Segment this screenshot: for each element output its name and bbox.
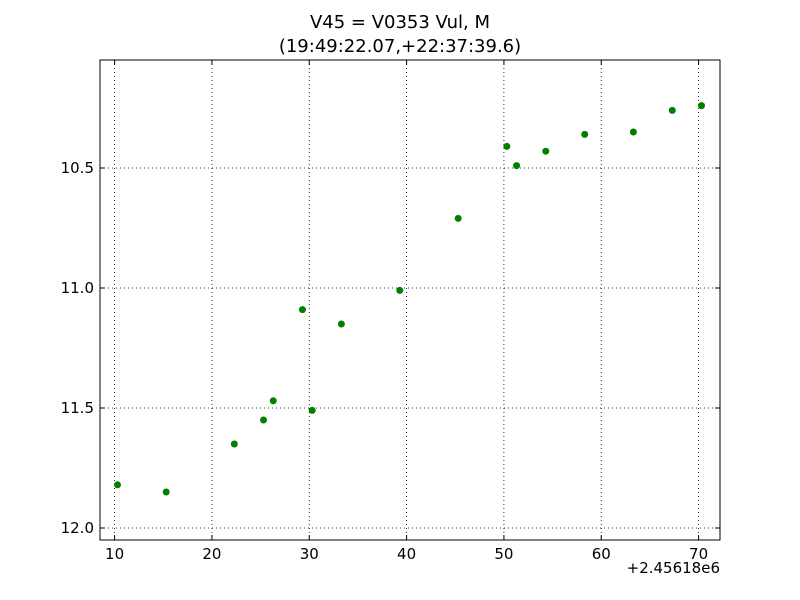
data-point xyxy=(581,130,589,138)
data-point xyxy=(513,162,521,170)
x-tick-label: 70 xyxy=(689,545,708,563)
plot-frame xyxy=(99,59,721,541)
x-tick-label: 50 xyxy=(494,545,513,563)
y-tick-label: 11.5 xyxy=(61,399,94,417)
data-point xyxy=(668,106,676,114)
grid-lines xyxy=(100,60,720,540)
data-point xyxy=(298,306,306,314)
data-point xyxy=(269,397,277,405)
data-point xyxy=(698,102,706,110)
data-point xyxy=(114,481,122,489)
chart-title: V45 = V0353 Vul, M xyxy=(309,12,491,33)
data-point xyxy=(454,214,462,222)
y-tick-label: 11.0 xyxy=(61,279,94,297)
data-point xyxy=(308,406,316,414)
data-point xyxy=(162,488,170,496)
data-point xyxy=(629,128,637,136)
chart-subtitle: (19:49:22.07,+22:37:39.6) xyxy=(278,36,522,57)
data-points xyxy=(114,102,706,496)
data-point xyxy=(337,320,345,328)
data-point xyxy=(503,142,511,150)
data-point xyxy=(260,416,268,424)
x-tick-label: 40 xyxy=(397,545,416,563)
data-point xyxy=(230,440,238,448)
axis-ticks: 10 20 30 40 50 60 70 10.5 11.0 11.5 12.0 xyxy=(61,60,720,563)
data-point xyxy=(542,147,550,155)
x-tick-label: 20 xyxy=(202,545,221,563)
x-axis-offset-label: +2.45618e6 xyxy=(626,559,720,577)
x-tick-label: 30 xyxy=(300,545,319,563)
data-point xyxy=(396,286,404,294)
y-tick-label: 12.0 xyxy=(61,519,94,537)
x-tick-label: 60 xyxy=(592,545,611,563)
y-tick-label: 10.5 xyxy=(61,159,94,177)
x-tick-label: 10 xyxy=(105,545,124,563)
